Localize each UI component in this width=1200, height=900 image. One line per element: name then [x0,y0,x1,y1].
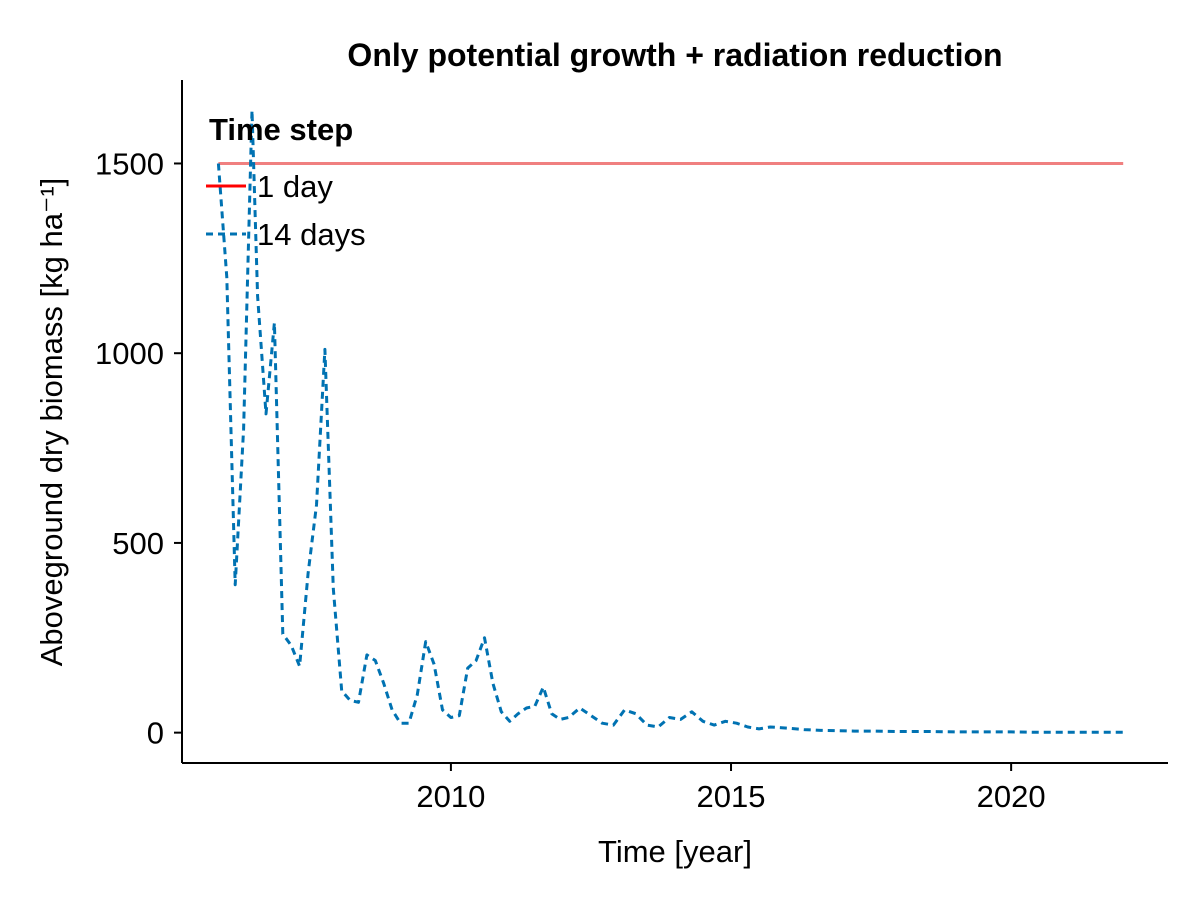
ticks: 2010 2015 2020 0 500 1000 1500 [95,146,1046,814]
y-tick-label: 0 [147,716,164,751]
series-line-14-days [216,108,1124,734]
y-tick-label: 500 [112,526,164,561]
x-tick-label: 2010 [416,779,485,814]
y-axis-label: Aboveground dry biomass [kg ha⁻¹] [34,178,69,667]
y-tick-label: 1000 [95,336,164,371]
y-tick-label: 1500 [95,146,164,181]
x-tick-label: 2015 [697,779,766,814]
plot-area: 2010 2015 2020 0 500 1000 1500 [95,80,1168,814]
legend: Time step 1 day 14 days [206,112,366,252]
legend-title: Time step [209,112,353,147]
legend-label-1-day: 1 day [257,169,333,204]
legend-items: 1 day 14 days [206,169,366,252]
series-layer [216,108,1124,734]
x-tick-label: 2020 [977,779,1046,814]
legend-label-14-days: 14 days [257,217,366,252]
chart-title: Only potential growth + radiation reduct… [347,37,1002,73]
x-axis-label: Time [year] [598,834,752,869]
